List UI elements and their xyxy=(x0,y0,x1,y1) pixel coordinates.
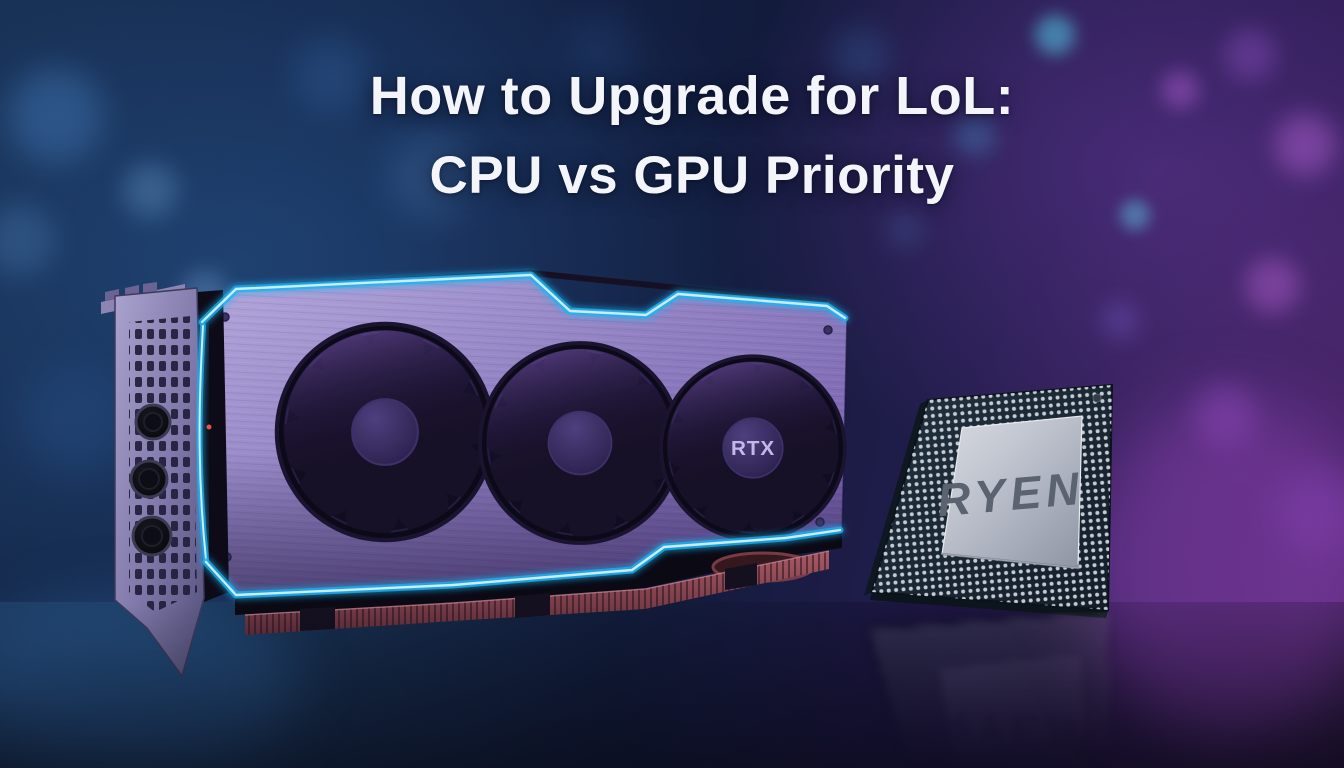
bokeh-dot xyxy=(122,162,178,218)
cpu-ryen-label: RYEN xyxy=(935,462,1086,527)
cpu-side-face xyxy=(864,400,928,596)
gpu-led-strips xyxy=(196,271,849,599)
floor-shade xyxy=(0,602,1344,768)
gpu-fan-3: RTX xyxy=(602,297,903,598)
cpu-heat-spreader-shadow xyxy=(941,552,1080,570)
fan-hub xyxy=(547,410,613,476)
gpu-fan-2 xyxy=(431,294,730,593)
bokeh-dot xyxy=(1277,467,1344,553)
cpu-corner-screw xyxy=(1092,393,1102,403)
bokeh-dot xyxy=(1100,300,1140,340)
title-line-2: CPU vs GPU Priority xyxy=(429,145,955,205)
bokeh-dot xyxy=(1194,384,1256,446)
bokeh-dot xyxy=(1224,29,1276,81)
power-led-dot xyxy=(206,424,212,430)
gpu-underside xyxy=(235,532,842,615)
bokeh-dot xyxy=(0,205,55,275)
gpu-fan-1 xyxy=(274,321,496,543)
gpu-round-ports xyxy=(129,403,173,557)
bokeh-dot xyxy=(1274,114,1336,176)
bokeh-dot xyxy=(1161,71,1199,109)
bokeh-dot xyxy=(292,37,368,113)
gpu-illustration: RTX xyxy=(85,270,885,768)
gpu-rtx-label: RTX xyxy=(731,437,775,460)
gpu-io-bracket xyxy=(101,282,212,678)
fan-hub xyxy=(351,398,419,466)
bokeh-dot xyxy=(1244,257,1300,313)
bokeh-dot xyxy=(1035,15,1075,55)
title-line-1: How to Upgrade for LoL: xyxy=(369,66,1015,126)
fan-hub xyxy=(722,417,784,479)
bokeh-dot xyxy=(7,67,103,163)
page-title: How to Upgrade for LoL: CPU vs GPU Prior… xyxy=(370,68,1014,203)
bokeh-dot xyxy=(1120,200,1150,230)
bokeh-dot xyxy=(885,210,925,250)
